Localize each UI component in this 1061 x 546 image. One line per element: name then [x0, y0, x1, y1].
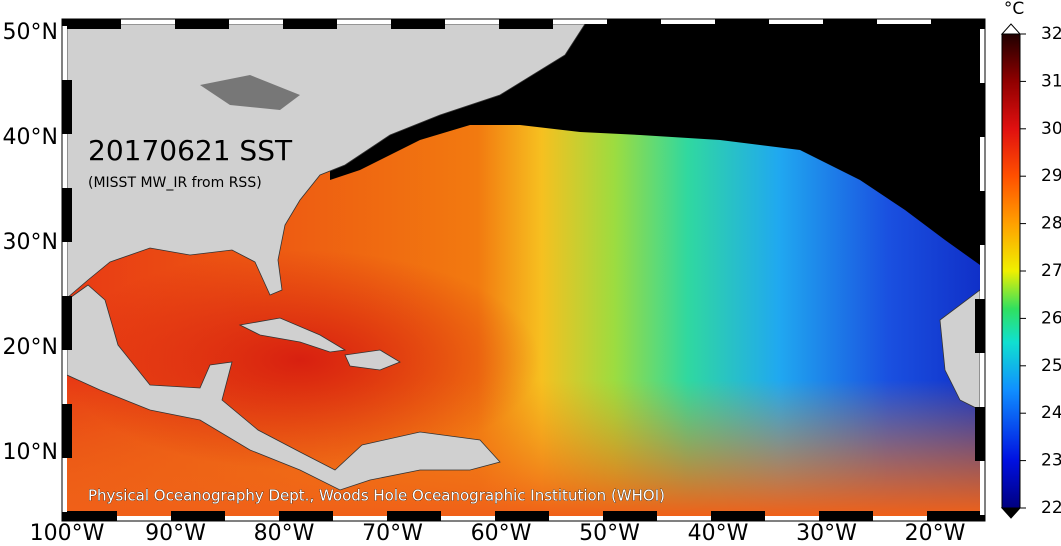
lat-label: 20°N: [3, 335, 58, 360]
lat-label: 30°N: [3, 230, 58, 255]
lat-label: 40°N: [3, 125, 58, 150]
colorbar-tick-label: 29: [1041, 166, 1061, 186]
lon-label: 30°W: [796, 521, 857, 546]
hispaniola: [344, 349, 401, 371]
colorbar-tick-label: 22: [1041, 498, 1061, 518]
colorbar-tick-label: 24: [1041, 403, 1061, 423]
lon-label: 70°W: [362, 521, 423, 546]
map-title: 20170621 SST: [88, 134, 293, 167]
north-america: [67, 24, 586, 299]
colorbar-tick-label: 27: [1041, 261, 1061, 281]
central-america: [67, 284, 501, 491]
colorbar-min-arrow: [1000, 507, 1022, 519]
map-frame: [62, 19, 985, 521]
map-frame-outer: [61, 18, 986, 522]
map-subtitle: (MISST MW_IR from RSS): [88, 175, 262, 191]
colorbar-tick-label: 25: [1041, 356, 1061, 376]
colorbar-max-arrow: [1000, 23, 1022, 35]
colorbar-tick-label: 31: [1041, 71, 1061, 91]
colorbar-tick-label: 30: [1041, 119, 1061, 139]
colorbar-tick-label: 28: [1041, 214, 1061, 234]
colorbar-tick-label: 26: [1041, 308, 1061, 328]
cuba: [238, 317, 347, 353]
lat-label: 10°N: [3, 440, 58, 465]
map-credit: Physical Oceanography Dept., Woods Hole …: [88, 487, 665, 505]
colorbar: [1001, 33, 1021, 509]
africa: [939, 289, 980, 411]
colorbar-tick-label: 23: [1041, 451, 1061, 471]
lon-label: 40°W: [688, 521, 749, 546]
colorbar-tick-label: 32: [1041, 24, 1061, 44]
lon-label: 20°W: [905, 521, 966, 546]
lat-label: 50°N: [3, 20, 58, 45]
lon-label: 100°W: [30, 521, 105, 546]
map-field: [67, 24, 980, 516]
lon-label: 60°W: [471, 521, 532, 546]
lon-label: 80°W: [254, 521, 315, 546]
great-lakes: [200, 75, 300, 110]
sst-caribbean: [67, 250, 540, 470]
colorbar-unit: °C: [1004, 0, 1024, 19]
lon-label: 50°W: [579, 521, 640, 546]
lon-label: 90°W: [145, 521, 206, 546]
